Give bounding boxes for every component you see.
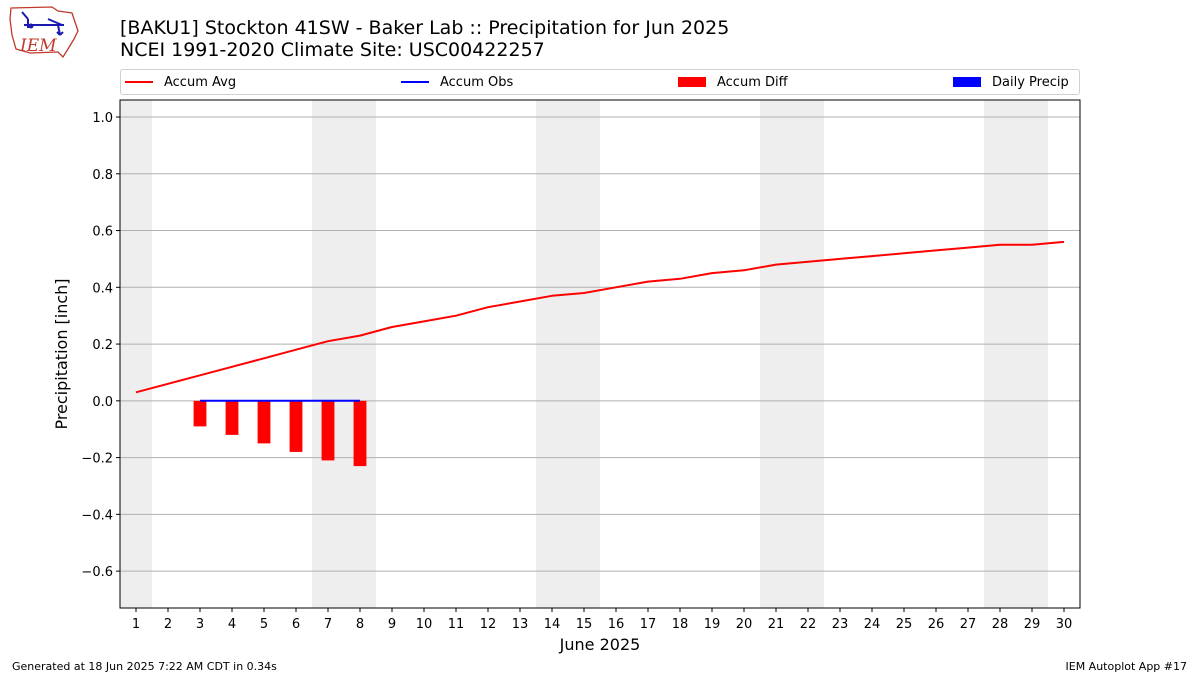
y-tick-label: −0.6 (81, 565, 113, 580)
legend-label-daily-precip: Daily Precip (992, 74, 1069, 90)
x-tick-label: 7 (324, 617, 332, 632)
x-tick-label: 20 (736, 617, 753, 632)
x-tick-label: 3 (196, 617, 204, 632)
accum-diff-bar (225, 400, 239, 435)
accum-avg-line (135, 240, 1065, 394)
weekend-band (312, 100, 376, 608)
x-tick-label: 18 (672, 617, 689, 632)
accum-diff-bar (353, 400, 367, 467)
y-tick-label: −0.4 (81, 508, 113, 523)
x-tick-label: 28 (992, 617, 1009, 632)
weekend-band (760, 100, 824, 608)
legend-item-accum-diff: Accum Diff (678, 70, 788, 94)
x-tick-label: 5 (260, 617, 268, 632)
x-tick-label: 13 (512, 617, 529, 632)
legend-label-accum-diff: Accum Diff (717, 74, 788, 90)
x-tick-label: 23 (832, 617, 849, 632)
x-tick-label: 24 (864, 617, 881, 632)
legend-item-accum-obs: Accum Obs (401, 70, 513, 94)
x-tick-label: 19 (704, 617, 721, 632)
legend-swatch-accum-obs (401, 81, 429, 83)
x-tick-label: 30 (1056, 617, 1073, 632)
weekend-band (984, 100, 1048, 608)
accum-diff-bar (193, 400, 207, 427)
x-axis-label: June 2025 (559, 635, 641, 654)
x-tick-label: 6 (292, 617, 300, 632)
x-tick-label: 26 (928, 617, 945, 632)
x-tick-label: 11 (448, 617, 465, 632)
x-tick-label: 10 (416, 617, 433, 632)
x-tick-label: 16 (608, 617, 625, 632)
chart-title: [BAKU1] Stockton 41SW - Baker Lab :: Pre… (120, 17, 730, 39)
accum-diff-bar (289, 400, 303, 452)
accum-diff-bar (257, 400, 271, 444)
y-tick-label: 0.6 (92, 225, 113, 240)
x-tick-label: 22 (800, 617, 817, 632)
x-tick-label: 12 (480, 617, 497, 632)
y-tick-label: 0.0 (92, 395, 113, 410)
y-axis-label: Precipitation [inch] (52, 278, 71, 429)
app-label: IEM Autoplot App #17 (1065, 660, 1188, 673)
plot-frame (119, 99, 1081, 609)
legend-swatch-daily-precip (953, 77, 981, 87)
x-tick-label: 4 (228, 617, 236, 632)
logo-text: IEM (19, 36, 57, 56)
legend-item-daily-precip: Daily Precip (953, 70, 1069, 94)
x-tick-label: 1 (132, 617, 140, 632)
iem-logo: IEM (9, 6, 79, 59)
weekend-band (536, 100, 600, 608)
y-tick-label: −0.2 (81, 452, 113, 467)
x-tick-label: 21 (768, 617, 785, 632)
x-tick-label: 14 (544, 617, 561, 632)
y-tick-label: 0.8 (92, 168, 113, 183)
legend-swatch-accum-diff (678, 77, 706, 87)
legend-label-accum-obs: Accum Obs (440, 74, 514, 90)
x-tick-label: 15 (576, 617, 593, 632)
generated-timestamp: Generated at 18 Jun 2025 7:22 AM CDT in … (12, 660, 277, 673)
x-tick-label: 8 (356, 617, 364, 632)
x-tick-label: 9 (388, 617, 396, 632)
x-tick-label: 17 (640, 617, 657, 632)
legend-label-accum-avg: Accum Avg (164, 74, 237, 90)
x-tick-label: 2 (164, 617, 172, 632)
accum-diff-bar (321, 400, 335, 461)
y-tick-label: 1.0 (92, 111, 113, 126)
x-tick-label: 29 (1024, 617, 1041, 632)
legend-item-accum-avg: Accum Avg (125, 70, 236, 94)
x-tick-label: 25 (896, 617, 913, 632)
legend-swatch-accum-avg (125, 81, 153, 83)
y-tick-label: 0.4 (92, 281, 113, 296)
chart-legend: Accum Avg Accum Obs Accum Diff Daily Pre… (120, 69, 1080, 95)
weekend-band (120, 100, 152, 608)
chart-subtitle: NCEI 1991-2020 Climate Site: USC00422257 (120, 39, 545, 61)
x-tick-label: 27 (960, 617, 977, 632)
y-tick-label: 0.2 (92, 338, 113, 353)
